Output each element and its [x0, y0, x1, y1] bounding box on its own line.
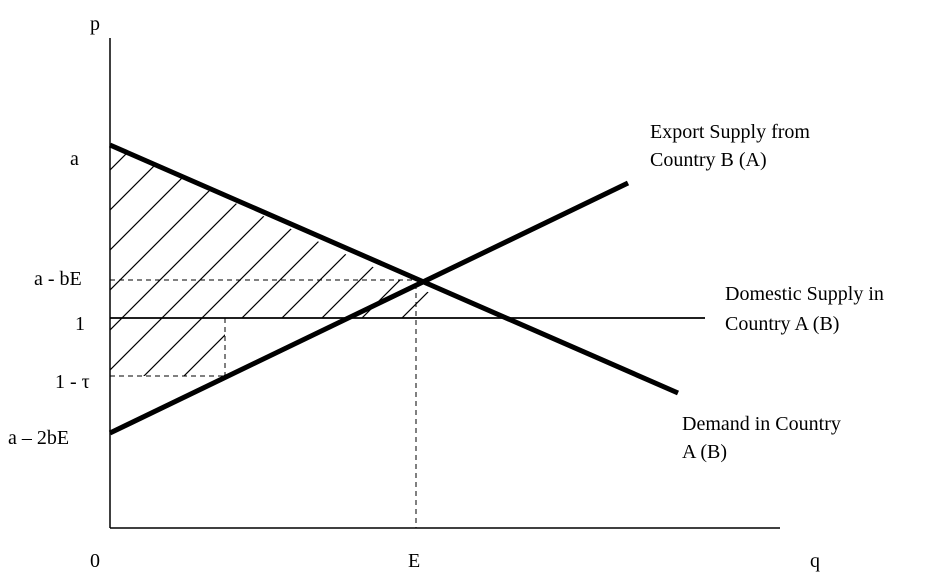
y-tick-one-tau: 1 - τ [55, 371, 90, 393]
y-tick-one: 1 [75, 313, 85, 335]
origin-label: 0 [90, 550, 100, 572]
export-supply-label-line2: Country B (A) [650, 149, 767, 171]
y-tick-a: a [70, 148, 79, 170]
export-supply-curve [108, 180, 630, 436]
x-tick-E: E [408, 550, 420, 572]
y-axis-label: p [90, 13, 100, 35]
export-supply-label-line1: Export Supply from [650, 121, 810, 143]
domestic-supply-label-line1: Domestic Supply in [725, 283, 884, 305]
demand-curve [108, 142, 680, 396]
demand-label-line1: Demand in Country [682, 413, 841, 435]
y-tick-a-2bE: a – 2bE [8, 427, 69, 449]
demand-label-line2: A (B) [682, 441, 727, 463]
y-tick-a-bE: a - bE [34, 268, 82, 290]
x-axis-label: q [810, 550, 820, 572]
domestic-supply-label-line2: Country A (B) [725, 313, 839, 335]
